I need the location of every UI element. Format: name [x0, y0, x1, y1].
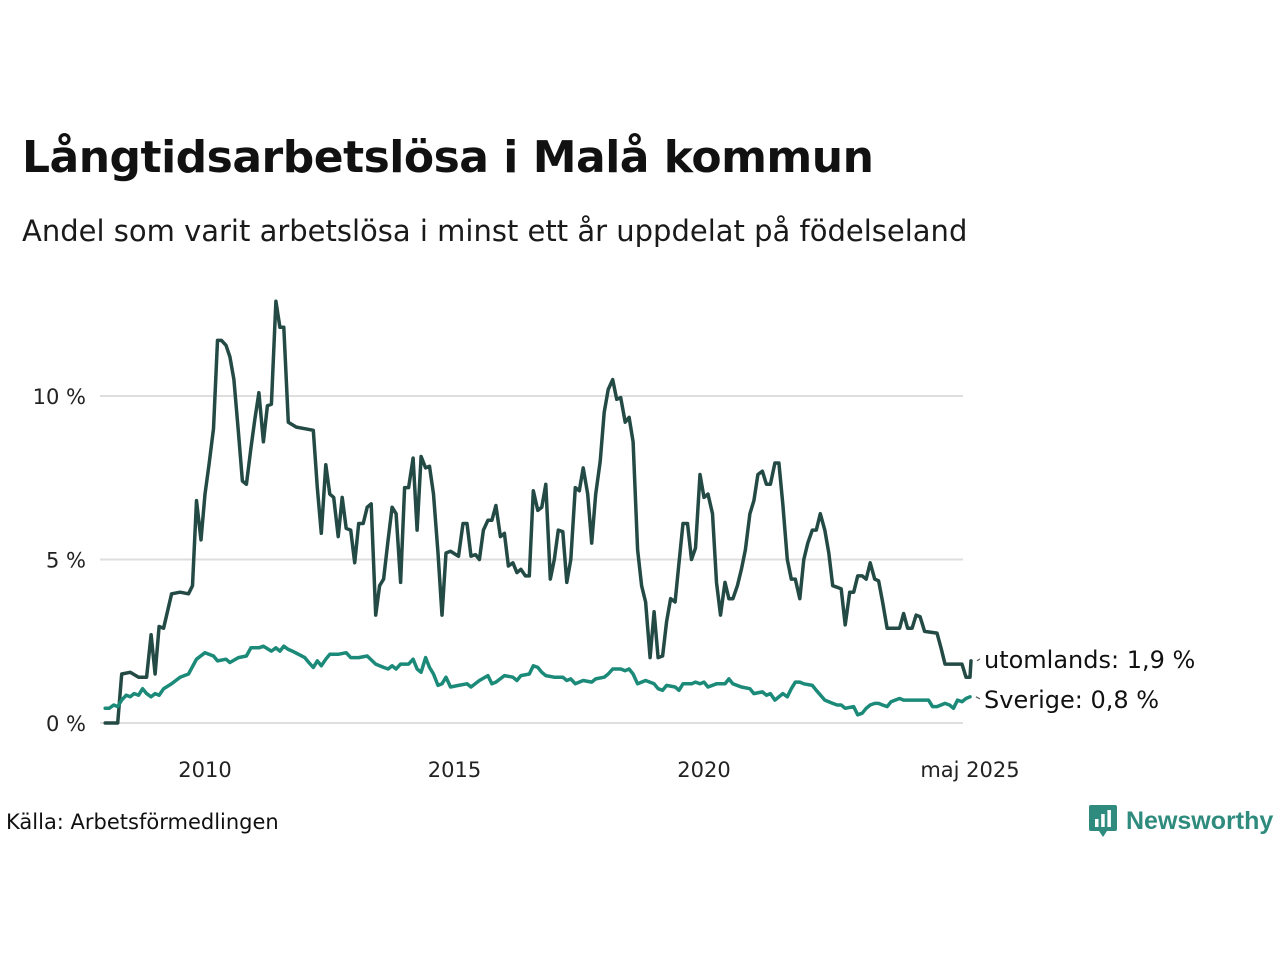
axis-tick-labels: 0 % 5 % 10 % 2010 2015 2020 maj 2025 [33, 385, 1020, 782]
brand-name: Newsworthy [1126, 806, 1274, 835]
x-tick-label: 2020 [677, 758, 730, 782]
source-note: Källa: Arbetsförmedlingen [6, 810, 279, 834]
x-tick-label: maj 2025 [920, 758, 1019, 782]
chart-subtitle: Andel som varit arbetslösa i minst ett å… [22, 214, 968, 248]
x-tick-label: 2010 [178, 758, 231, 782]
x-tick-label: 2015 [428, 758, 481, 782]
y-tick-label: 10 % [33, 385, 86, 409]
series-end-label: Sverige: 0,8 % [984, 686, 1159, 714]
end-labels: utomlands: 1,9 % Sverige: 0,8 % [975, 646, 1195, 714]
end-label-connector [976, 658, 981, 662]
brand-logo: Newsworthy [1088, 803, 1273, 839]
series-lines [103, 299, 973, 725]
bar-chart-pin-icon [1089, 805, 1117, 837]
end-label-connector [975, 696, 981, 700]
y-tick-label: 0 % [46, 712, 86, 736]
series-line-1 [103, 299, 973, 725]
series-line-2 [103, 644, 972, 717]
series-end-label: utomlands: 1,9 % [984, 646, 1195, 674]
y-tick-label: 5 % [46, 549, 86, 573]
chart-title: Långtidsarbetslösa i Malå kommun [22, 132, 874, 183]
